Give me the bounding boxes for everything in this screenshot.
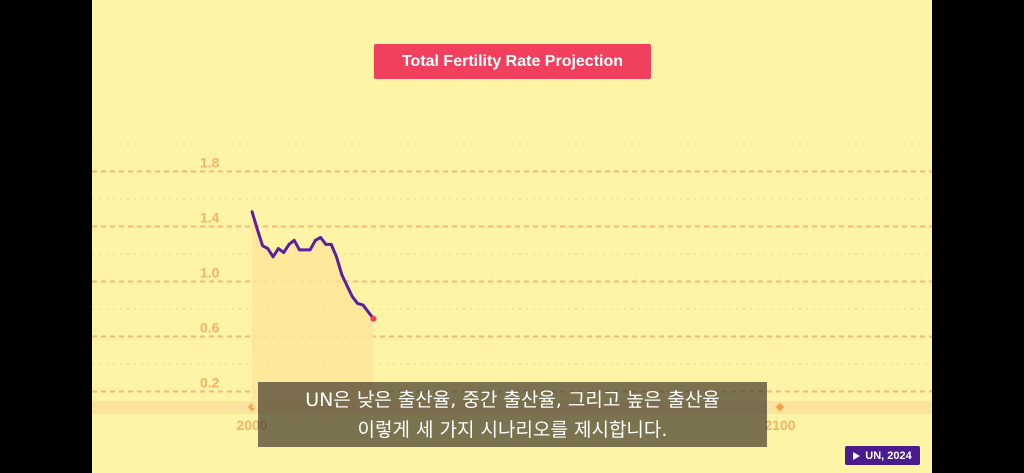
grid-lines (92, 143, 932, 393)
data-point (250, 210, 254, 213)
series-line (250, 210, 375, 320)
data-point (345, 284, 349, 287)
data-point (277, 247, 280, 250)
series-end-marker (370, 315, 377, 322)
data-point (330, 243, 333, 246)
data-point (340, 273, 343, 276)
y-tick-label: 1.8 (200, 155, 220, 171)
data-point (314, 239, 317, 242)
series-points (250, 210, 377, 322)
data-point (356, 302, 359, 305)
y-tick-label: 0.2 (200, 375, 220, 391)
subtitle-caption: UN은 낮은 출산율, 중간 출산율, 그리고 높은 출산율 이렇게 세 가지 … (258, 382, 767, 447)
data-point (308, 248, 312, 252)
data-point (261, 244, 264, 247)
data-point (351, 295, 354, 298)
data-point (266, 247, 270, 250)
y-axis-ticks: 0.2 0.6 1.0 1.4 1.8 (200, 155, 220, 391)
x-tick-label: 2100 (764, 417, 795, 433)
x-tick-marker (775, 402, 785, 412)
data-point (298, 248, 301, 252)
data-point (256, 228, 259, 231)
data-point (366, 310, 370, 313)
data-point (271, 255, 275, 258)
area-fill (252, 211, 374, 408)
data-point (361, 303, 365, 307)
source-label: UN, 2024 (865, 449, 912, 462)
data-point (335, 255, 338, 258)
source-badge[interactable]: UN, 2024 (845, 446, 920, 465)
data-point (282, 251, 285, 254)
chart-title: Total Fertility Rate Projection (374, 44, 651, 79)
y-tick-label: 1.0 (200, 265, 220, 281)
data-point (319, 236, 322, 239)
data-point (293, 239, 296, 242)
y-tick-label: 0.6 (200, 320, 220, 336)
data-point (324, 243, 328, 246)
subtitle-line-2: 이렇게 세 가지 시나리오를 제시합니다. (357, 419, 668, 441)
subtitle-line-1: UN은 낮은 출산율, 중간 출산율, 그리고 높은 출산율 (305, 389, 720, 411)
y-tick-label: 1.4 (200, 210, 220, 226)
play-icon (853, 451, 861, 460)
data-point (287, 243, 291, 246)
data-point (303, 248, 306, 252)
